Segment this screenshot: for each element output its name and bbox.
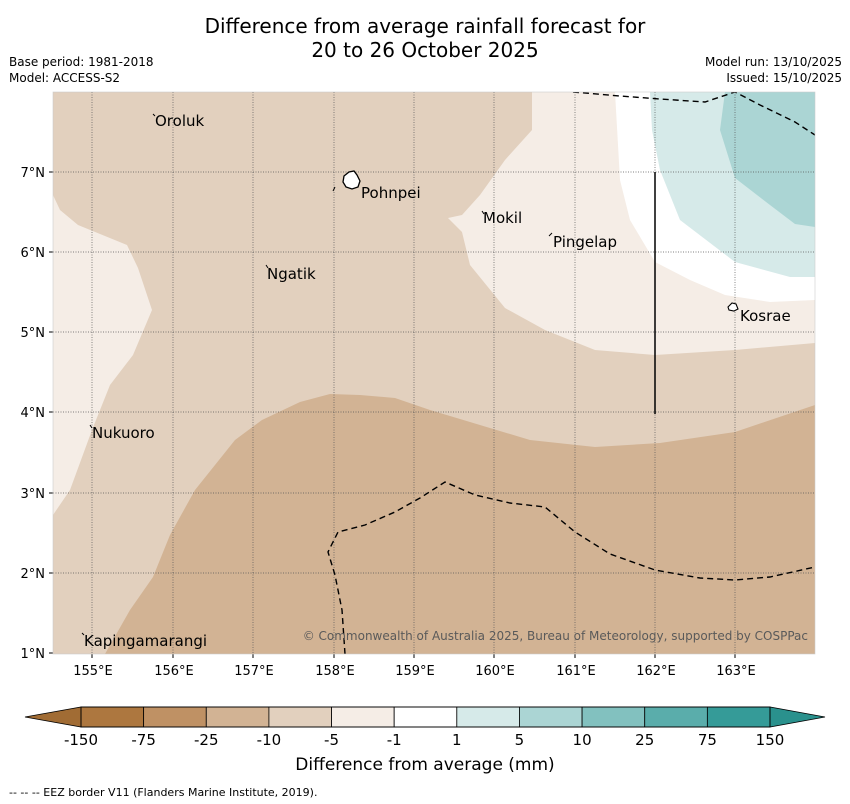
colorbar-tick-0: -150 xyxy=(64,731,98,749)
lat-tick-6: 6°N xyxy=(21,246,46,261)
lon-tick-161: 161°E xyxy=(556,664,596,679)
issued-date: Issued: 15/10/2025 xyxy=(726,71,842,85)
lon-tick-163: 163°E xyxy=(716,664,756,679)
colorbar-tick-4: -5 xyxy=(324,731,339,749)
label-nukuoro: Nukuoro xyxy=(92,424,155,442)
colorbar-box-9 xyxy=(644,706,708,728)
lat-tick-5: 5°N xyxy=(21,326,46,341)
title-line-2: 20 to 26 October 2025 xyxy=(311,38,539,62)
base-period: Base period: 1981-2018 xyxy=(9,55,154,69)
title-line-1: Difference from average rainfall forecas… xyxy=(204,14,646,38)
colorbar-box-0 xyxy=(80,706,145,728)
lat-tick-7: 7°N xyxy=(21,166,46,181)
colorbar-tick-11: 150 xyxy=(756,731,785,749)
colorbar-tick-9: 25 xyxy=(635,731,654,749)
colorbar-ticks: -150 -75 -25 -10 -5 -1 1 5 10 25 75 150 xyxy=(64,731,784,749)
lon-tick-158: 158°E xyxy=(315,664,355,679)
lat-tick-4: 4°N xyxy=(21,406,46,421)
colorbar-tick-8: 10 xyxy=(573,731,592,749)
eez-border-south xyxy=(327,481,815,654)
lon-tick-157: 157°E xyxy=(234,664,274,679)
colorbar-tick-10: 75 xyxy=(698,731,717,749)
colorbar-box-7 xyxy=(519,706,583,728)
lat-tick-3: 3°N xyxy=(21,487,46,502)
lon-tick-159: 159°E xyxy=(395,664,435,679)
lat-axis: 7°N 6°N 5°N 4°N 3°N 2°N 1°N xyxy=(21,166,53,662)
map-title: Difference from average rainfall forecas… xyxy=(0,14,850,62)
model-name: Model: ACCESS-S2 xyxy=(9,71,121,85)
colorbar-extend-left xyxy=(24,706,82,728)
colorbar-box-4 xyxy=(331,706,395,728)
colorbar-label: Difference from average (mm) xyxy=(295,755,555,775)
label-mokil: Mokil xyxy=(483,209,522,227)
colorbar-tick-3: -10 xyxy=(257,731,282,749)
colorbar-tick-2: -25 xyxy=(194,731,219,749)
colorbar-box-1 xyxy=(143,706,207,728)
lon-tick-156: 156°E xyxy=(154,664,194,679)
lat-tick-1: 1°N xyxy=(21,647,46,662)
pohnpei-island-shape xyxy=(342,170,361,190)
lon-tick-155: 155°E xyxy=(73,664,113,679)
colorbar-box-3 xyxy=(268,706,332,728)
meta-right: Model run: 13/10/2025 Issued: 15/10/2025 xyxy=(705,54,842,86)
colorbar: -150 -75 -25 -10 -5 -1 1 5 10 25 75 150 xyxy=(24,706,826,749)
eez-footnote: -- -- -- EEZ border V11 (Flanders Marine… xyxy=(9,786,318,799)
meta-left: Base period: 1981-2018 Model: ACCESS-S2 xyxy=(9,54,154,86)
colorbar-box-10 xyxy=(706,706,771,728)
colorbar-tick-7: 5 xyxy=(515,731,525,749)
pohnpei-reef-mark xyxy=(332,186,336,192)
lat-tick-2: 2°N xyxy=(21,567,46,582)
colorbar-tick-1: -75 xyxy=(131,731,156,749)
colorbar-boxes xyxy=(80,706,771,728)
colorbar-outline xyxy=(80,706,771,728)
band-west-light xyxy=(53,92,152,515)
lon-tick-162: 162°E xyxy=(636,664,676,679)
label-oroluk: Oroluk xyxy=(155,112,204,130)
label-ngatik: Ngatik xyxy=(267,265,316,283)
colorbar-box-8 xyxy=(581,706,646,728)
colorbar-tick-6: 1 xyxy=(452,731,462,749)
band-minus25-minus10 xyxy=(53,394,815,654)
lon-axis: 155°E 156°E 157°E 158°E 159°E 160°E 161°… xyxy=(73,654,756,679)
atoll-markers xyxy=(81,113,553,636)
band-plus5-plus10 xyxy=(720,92,815,227)
colorbar-extend-right xyxy=(769,706,826,728)
copyright-notice: © Commonwealth of Australia 2025, Bureau… xyxy=(303,629,808,643)
label-pingelap: Pingelap xyxy=(553,233,617,251)
model-run: Model run: 13/10/2025 xyxy=(704,55,842,69)
kosrae-island-shape xyxy=(727,302,739,312)
lon-tick-160: 160°E xyxy=(475,664,515,679)
colorbar-box-5 xyxy=(393,706,458,728)
map-frame xyxy=(52,91,816,655)
colorbar-box-2 xyxy=(205,706,270,728)
label-kosrae: Kosrae xyxy=(740,307,791,325)
label-kapingamarangi: Kapingamarangi xyxy=(84,632,207,650)
eez-border-north xyxy=(572,92,815,136)
label-pohnpei: Pohnpei xyxy=(361,184,421,202)
colorbar-tick-5: -1 xyxy=(387,731,402,749)
colorbar-box-6 xyxy=(456,706,520,728)
